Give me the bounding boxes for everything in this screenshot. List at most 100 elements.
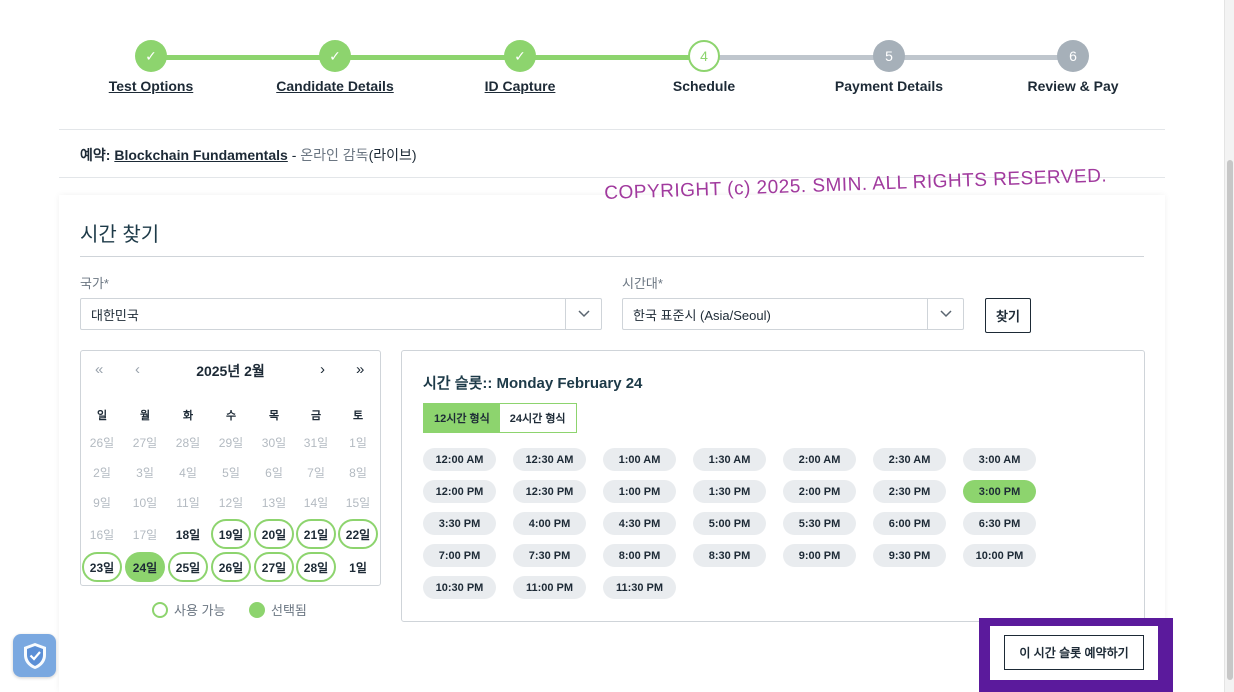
time-slot[interactable]: 8:00 PM bbox=[603, 544, 676, 567]
step-label[interactable]: Candidate Details bbox=[276, 78, 394, 94]
legend-available: 사용 가능 bbox=[152, 600, 225, 619]
time-slot[interactable]: 5:30 PM bbox=[783, 512, 856, 535]
time-slot[interactable]: 12:00 AM bbox=[423, 448, 496, 471]
calendar-day[interactable]: 21일 bbox=[296, 519, 336, 549]
time-slot[interactable]: 10:00 PM bbox=[963, 544, 1036, 567]
find-button[interactable]: 찾기 bbox=[985, 298, 1031, 333]
weekday-label: 월 bbox=[139, 410, 151, 422]
calendar-day[interactable]: 28일 bbox=[296, 552, 336, 582]
time-slot[interactable]: 1:00 PM bbox=[603, 480, 676, 503]
time-slot[interactable]: 3:30 PM bbox=[423, 512, 496, 535]
step-5: 5 Payment Details bbox=[809, 40, 969, 94]
time-slots-title: 시간 슬롯:: Monday February 24 bbox=[423, 375, 643, 392]
timezone-select[interactable]: 한국 표준시 (Asia/Seoul) bbox=[622, 298, 964, 330]
calendar-day: 8일 bbox=[349, 465, 367, 480]
calendar-day[interactable]: 26일 bbox=[211, 552, 251, 582]
time-slot[interactable]: 12:00 PM bbox=[423, 480, 496, 503]
time-slot[interactable]: 12:30 AM bbox=[513, 448, 586, 471]
timezone-label: 시간대* bbox=[622, 276, 663, 291]
step-label[interactable]: Test Options bbox=[108, 78, 194, 94]
time-slot[interactable]: 8:30 PM bbox=[693, 544, 766, 567]
booking-separator: - bbox=[287, 147, 301, 163]
calendar-day[interactable]: 19일 bbox=[211, 519, 251, 549]
time-slot[interactable]: 7:00 PM bbox=[423, 544, 496, 567]
shield-check-icon[interactable] bbox=[13, 634, 56, 677]
step-label: Review & Pay bbox=[1027, 78, 1119, 94]
calendar-day[interactable]: 27일 bbox=[254, 552, 294, 582]
time-slot-selected[interactable]: 3:00 PM bbox=[963, 480, 1036, 503]
time-slot[interactable]: 5:00 PM bbox=[693, 512, 766, 535]
checkmark-icon: ✓ bbox=[504, 40, 536, 72]
time-slot[interactable]: 1:30 PM bbox=[693, 480, 766, 503]
calendar-day: 1일 bbox=[349, 435, 367, 450]
step-3[interactable]: ✓ ID Capture bbox=[440, 40, 600, 94]
country-label: 국가* bbox=[80, 276, 109, 291]
calendar-day[interactable]: 20일 bbox=[254, 519, 294, 549]
delivery-mode-detail: (라이브) bbox=[368, 147, 417, 163]
time-slot[interactable]: 11:00 PM bbox=[513, 576, 586, 599]
calendar-day: 5일 bbox=[222, 465, 240, 480]
next-month-button[interactable]: › bbox=[320, 361, 325, 378]
time-slot[interactable]: 10:30 PM bbox=[423, 576, 496, 599]
time-slot[interactable]: 4:00 PM bbox=[513, 512, 586, 535]
next-year-button[interactable]: » bbox=[356, 361, 365, 378]
calendar-header: « ‹ 2025년 2월 › » bbox=[81, 359, 380, 383]
page-scrollbar[interactable] bbox=[1224, 0, 1234, 692]
time-slot[interactable]: 4:30 PM bbox=[603, 512, 676, 535]
calendar-day: 11일 bbox=[176, 495, 200, 510]
book-button-highlight: 이 시간 슬롯 예약하기 bbox=[979, 618, 1173, 692]
calendar-day: 27일 bbox=[132, 435, 158, 450]
calendar-days: 26일 27일 28일 29일 30일 31일 1일 2일 3일 4일 5일 6일 7일 8일 9일 10일 1… bbox=[81, 351, 380, 585]
country-select[interactable]: 대한민국 bbox=[80, 298, 602, 330]
time-slot[interactable]: 6:30 PM bbox=[963, 512, 1036, 535]
time-slot[interactable]: 6:00 PM bbox=[873, 512, 946, 535]
divider bbox=[80, 256, 1144, 257]
weekday-label: 목 bbox=[268, 410, 280, 422]
calendar-day[interactable]: 25일 bbox=[168, 552, 208, 582]
page-title: 시간 찾기 bbox=[80, 224, 160, 246]
checkmark-icon: ✓ bbox=[319, 40, 351, 72]
chevron-down-icon[interactable] bbox=[565, 299, 601, 329]
prev-month-button[interactable]: ‹ bbox=[135, 361, 140, 378]
step-number: 5 bbox=[873, 40, 905, 72]
calendar-day: 4일 bbox=[179, 465, 197, 480]
calendar-day[interactable]: 22일 bbox=[338, 519, 378, 549]
time-slot[interactable]: 2:30 AM bbox=[873, 448, 946, 471]
checkmark-icon: ✓ bbox=[135, 40, 167, 72]
format-12h-button[interactable]: 12시간 형식 bbox=[424, 404, 500, 432]
step-4: 4 Schedule bbox=[624, 40, 784, 94]
calendar-day: 15일 bbox=[345, 495, 371, 510]
time-slot[interactable]: 9:30 PM bbox=[873, 544, 946, 567]
weekday-label: 화 bbox=[182, 410, 194, 422]
step-1[interactable]: ✓ Test Options bbox=[71, 40, 231, 94]
time-slots-panel: 시간 슬롯:: Monday February 24 12시간 형식 24시간 … bbox=[401, 350, 1145, 622]
calendar-day: 2일 bbox=[93, 465, 111, 480]
time-slot[interactable]: 7:30 PM bbox=[513, 544, 586, 567]
time-slot[interactable]: 2:30 PM bbox=[873, 480, 946, 503]
calendar-day: 13일 bbox=[261, 495, 287, 510]
step-label[interactable]: ID Capture bbox=[484, 78, 556, 94]
prev-year-button[interactable]: « bbox=[95, 361, 104, 378]
time-slot[interactable]: 11:30 PM bbox=[603, 576, 676, 599]
time-slot[interactable]: 9:00 PM bbox=[783, 544, 856, 567]
selected-marker bbox=[249, 601, 265, 618]
step-2[interactable]: ✓ Candidate Details bbox=[255, 40, 415, 94]
scrollbar-thumb[interactable] bbox=[1227, 160, 1233, 680]
time-slot[interactable]: 2:00 PM bbox=[783, 480, 856, 503]
calendar-day-selected[interactable]: 24일 bbox=[125, 552, 165, 582]
time-slot[interactable]: 12:30 PM bbox=[513, 480, 586, 503]
exam-name-link[interactable]: Blockchain Fundamentals bbox=[114, 147, 288, 163]
divider bbox=[59, 177, 1165, 178]
book-slot-button[interactable]: 이 시간 슬롯 예약하기 bbox=[1004, 635, 1144, 670]
delivery-mode: 온라인 감독 bbox=[300, 147, 369, 163]
time-slot[interactable]: 1:00 AM bbox=[603, 448, 676, 471]
time-slot[interactable]: 1:30 AM bbox=[693, 448, 766, 471]
step-label: Schedule bbox=[672, 78, 736, 94]
stepper-track-complete bbox=[151, 55, 704, 60]
calendar-day[interactable]: 23일 bbox=[82, 552, 122, 582]
format-24h-button[interactable]: 24시간 형식 bbox=[499, 404, 576, 432]
time-slot[interactable]: 3:00 AM bbox=[963, 448, 1036, 471]
calendar-day: 7일 bbox=[307, 465, 325, 480]
chevron-down-icon[interactable] bbox=[927, 299, 963, 329]
time-slot[interactable]: 2:00 AM bbox=[783, 448, 856, 471]
